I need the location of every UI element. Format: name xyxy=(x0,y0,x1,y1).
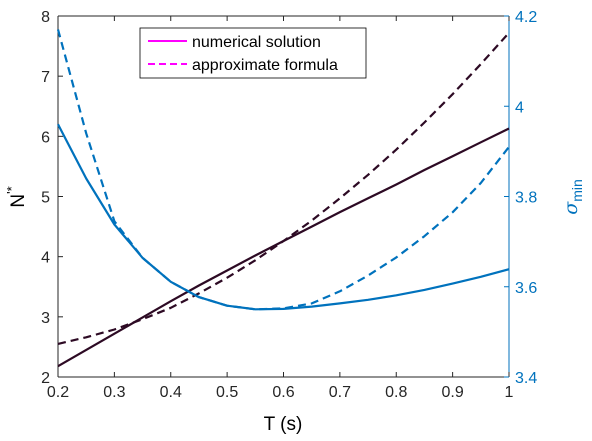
axis-ticks xyxy=(57,15,510,378)
left-axis-title-main: N xyxy=(8,194,29,208)
n-numerical-line xyxy=(57,127,510,368)
left-axis-title: N'* xyxy=(4,186,29,207)
x-tick-label: 0.3 xyxy=(103,384,125,401)
x-tick-label: 0.2 xyxy=(47,384,69,401)
right-y-tick-label: 3.6 xyxy=(515,280,537,297)
x-tick-label: 0.6 xyxy=(272,384,294,401)
legend-label-numerical: numerical solution xyxy=(192,34,321,51)
left-y-tick-label: 3 xyxy=(41,310,50,327)
left-y-tick-label: 2 xyxy=(41,370,50,387)
left-y-tick-label: 8 xyxy=(41,9,50,26)
x-tick-label: 0.7 xyxy=(329,384,351,401)
left-y-tick-label: 6 xyxy=(41,129,50,146)
sigma-approximate-line xyxy=(56,29,510,311)
right-axis-title-sub: min xyxy=(569,179,585,202)
series-layer xyxy=(56,29,510,368)
right-y-tick-label: 4.2 xyxy=(515,9,537,26)
x-tick-label: 1 xyxy=(505,384,514,401)
x-tick-label: 0.4 xyxy=(160,384,182,401)
right-y-tick-label: 4 xyxy=(515,99,524,116)
x-tick-label: 0.9 xyxy=(442,384,464,401)
tick-labels: 0.2 0.3 0.4 0.5 0.6 0.7 0.8 0.9 1 2 3 4 5 6 7 8 3.4 3.6 3.… xyxy=(41,9,537,401)
left-y-tick-label: 5 xyxy=(41,190,50,207)
n-approximate-line xyxy=(57,32,510,345)
left-y-tick-label: 7 xyxy=(41,69,50,86)
right-y-tick-label: 3.8 xyxy=(515,190,537,207)
legend: numerical solution approximate formula xyxy=(139,27,367,79)
right-y-tick-label: 3.4 xyxy=(515,370,537,387)
sigma-numerical-line xyxy=(57,123,510,311)
legend-label-approximate: approximate formula xyxy=(192,57,338,74)
right-axis-title-main: σ xyxy=(560,201,582,215)
x-tick-label: 0.5 xyxy=(216,384,238,401)
left-axis-title-super: '* xyxy=(4,186,19,194)
x-tick-label: 0.8 xyxy=(385,384,407,401)
left-y-tick-label: 4 xyxy=(41,250,50,267)
legend-box xyxy=(139,27,367,79)
x-axis-title: T (s) xyxy=(264,414,303,435)
right-axis-title: σmin xyxy=(560,179,585,215)
